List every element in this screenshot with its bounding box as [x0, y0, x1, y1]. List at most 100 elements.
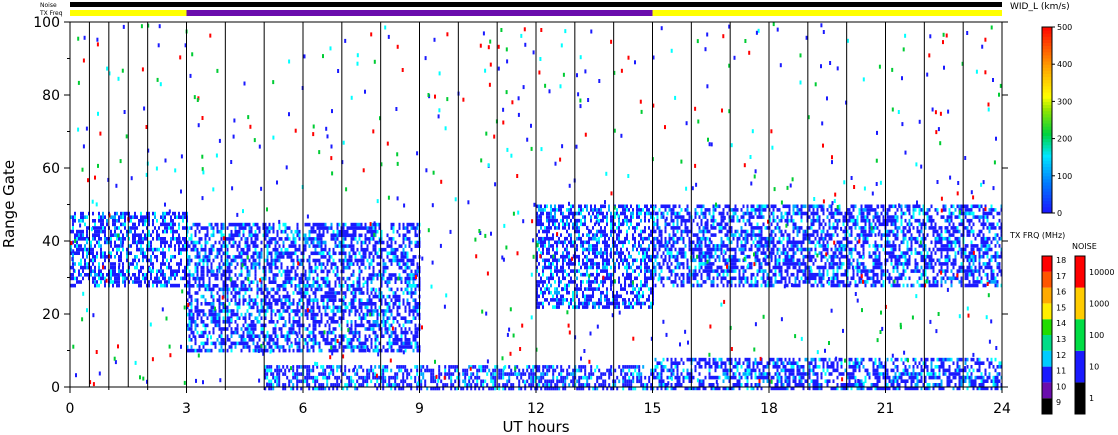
heatmap-cell — [240, 334, 243, 338]
heatmap-cell — [400, 368, 403, 373]
heatmap-cell — [296, 379, 299, 384]
heatmap-cell — [226, 338, 229, 342]
heatmap-cell — [262, 298, 265, 302]
heatmap-cell — [334, 327, 337, 331]
heatmap-cell — [558, 372, 561, 376]
heatmap-cell — [402, 251, 405, 256]
heatmap-cell — [338, 291, 341, 295]
heatmap-cell — [638, 375, 641, 380]
heatmap-cell — [256, 222, 259, 227]
heatmap-cell — [648, 254, 650, 259]
heatmap-cell — [232, 280, 235, 284]
heatmap-cell — [250, 265, 253, 270]
heatmap-cell — [118, 215, 120, 219]
heatmap-cell — [386, 244, 389, 248]
heatmap-cell — [228, 262, 231, 266]
heatmap-cell — [266, 262, 269, 266]
heatmap-cell — [668, 208, 671, 212]
heatmap-cell — [388, 305, 391, 310]
heatmap-cell — [350, 233, 353, 238]
heatmap-cell — [250, 237, 253, 241]
heatmap-cell — [564, 226, 566, 230]
heatmap-cell — [316, 365, 319, 369]
heatmap-cell — [280, 298, 283, 302]
heatmap-cell — [286, 294, 289, 299]
heatmap-cell — [112, 262, 114, 266]
heatmap-cell — [596, 386, 599, 391]
heatmap-cell — [242, 287, 245, 292]
heatmap-cell — [190, 284, 193, 288]
heatmap-cell — [128, 251, 130, 255]
heatmap-cell — [98, 276, 100, 281]
heatmap-cell — [408, 240, 411, 245]
heatmap-cell — [146, 244, 148, 248]
heatmap-cell — [158, 280, 160, 284]
heatmap-cell — [166, 240, 168, 245]
heatmap-cell — [304, 244, 307, 248]
heatmap-cell — [638, 365, 641, 369]
heatmap-cell — [274, 280, 277, 284]
heatmap-cell — [240, 280, 243, 284]
heatmap-cell — [140, 219, 142, 223]
heatmap-cell — [470, 372, 473, 376]
heatmap-cell — [328, 327, 331, 331]
heatmap-cell — [74, 219, 76, 223]
heatmap-cell — [366, 383, 369, 387]
heatmap-cell — [336, 305, 339, 310]
heatmap-cell — [566, 298, 568, 302]
heatmap-cell — [406, 273, 409, 277]
heatmap-cell — [210, 309, 213, 313]
heatmap-cell — [238, 229, 241, 234]
heatmap-cell — [378, 226, 381, 230]
heatmap-cell — [306, 291, 309, 295]
heatmap-cell — [412, 258, 415, 263]
heatmap-cell — [404, 345, 407, 349]
heatmap-cell — [536, 258, 538, 263]
heatmap-cell — [76, 233, 78, 237]
heatmap-cell — [562, 254, 564, 259]
heatmap-cell — [136, 280, 138, 284]
heatmap-cell — [550, 236, 552, 241]
heatmap-cell — [254, 258, 257, 263]
heatmap-cell — [284, 269, 287, 274]
heatmap-cell — [274, 379, 277, 384]
heatmap-cell — [322, 226, 325, 230]
heatmap-cell — [396, 383, 399, 387]
heatmap-cell — [636, 265, 638, 270]
heatmap-cell — [346, 276, 349, 281]
heatmap-cell — [254, 276, 257, 281]
heatmap-cell — [456, 365, 459, 369]
heatmap-cell — [636, 215, 638, 219]
heatmap-cell — [278, 255, 281, 259]
heatmap-cell — [120, 273, 122, 277]
heatmap-cell — [534, 375, 537, 380]
heatmap-cell — [390, 258, 393, 263]
heatmap-cell — [286, 330, 289, 335]
heatmap-cell — [590, 236, 592, 241]
heatmap-cell — [230, 345, 233, 349]
heatmap-cell — [404, 327, 407, 331]
heatmap-cell — [396, 262, 399, 266]
heatmap-cell — [672, 283, 675, 288]
heatmap-cell — [230, 334, 233, 338]
heatmap-cell — [466, 368, 469, 373]
heatmap-cell — [304, 338, 307, 342]
heatmap-cell — [244, 262, 247, 266]
heatmap-cell — [262, 276, 265, 281]
heatmap-cell — [590, 204, 592, 209]
heatmap-cell — [246, 327, 249, 331]
heatmap-cell — [298, 262, 301, 266]
heatmap-cell — [130, 219, 132, 223]
heatmap-cell — [100, 237, 102, 241]
heatmap-cell — [642, 251, 644, 255]
heatmap-cell — [160, 269, 162, 273]
heatmap-cell — [356, 240, 359, 245]
heatmap-cell — [614, 251, 616, 255]
heatmap-cell — [654, 244, 657, 248]
heatmap-cell — [384, 375, 387, 380]
heatmap-cell — [338, 375, 341, 380]
heatmap-cell — [658, 208, 661, 212]
heatmap-cell — [308, 383, 311, 387]
heatmap-cell — [298, 237, 301, 241]
heatmap-cell — [358, 265, 361, 270]
